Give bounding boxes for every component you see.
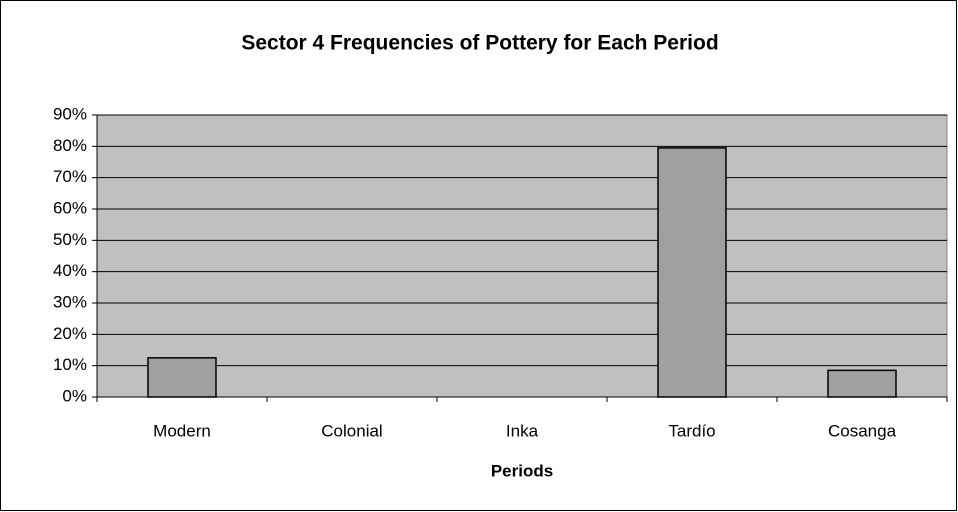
x-axis-label: Periods	[491, 461, 553, 480]
x-tick-label: Colonial	[321, 421, 382, 440]
y-tick-label: 0%	[62, 386, 87, 405]
x-tick-label: Inka	[506, 421, 539, 440]
bar	[147, 357, 217, 398]
bar	[657, 147, 727, 398]
chart-title: Sector 4 Frequencies of Pottery for Each…	[241, 32, 718, 55]
y-tick-label: 70%	[53, 167, 87, 186]
y-tick-label: 60%	[53, 198, 87, 217]
y-tick-label: 10%	[53, 355, 87, 374]
y-tick-label: 90%	[53, 104, 87, 123]
y-tick-label: 20%	[53, 324, 87, 343]
x-tick-label: Cosanga	[828, 421, 897, 440]
y-tick-label: 50%	[53, 230, 87, 249]
x-tick-label: Tardío	[668, 421, 715, 440]
plot-area	[96, 114, 948, 398]
y-tick-label: 80%	[53, 136, 87, 155]
y-tick-label: 40%	[53, 261, 87, 280]
x-tick-label: Modern	[153, 421, 211, 440]
bar	[827, 369, 897, 398]
y-tick-label: 30%	[53, 292, 87, 311]
